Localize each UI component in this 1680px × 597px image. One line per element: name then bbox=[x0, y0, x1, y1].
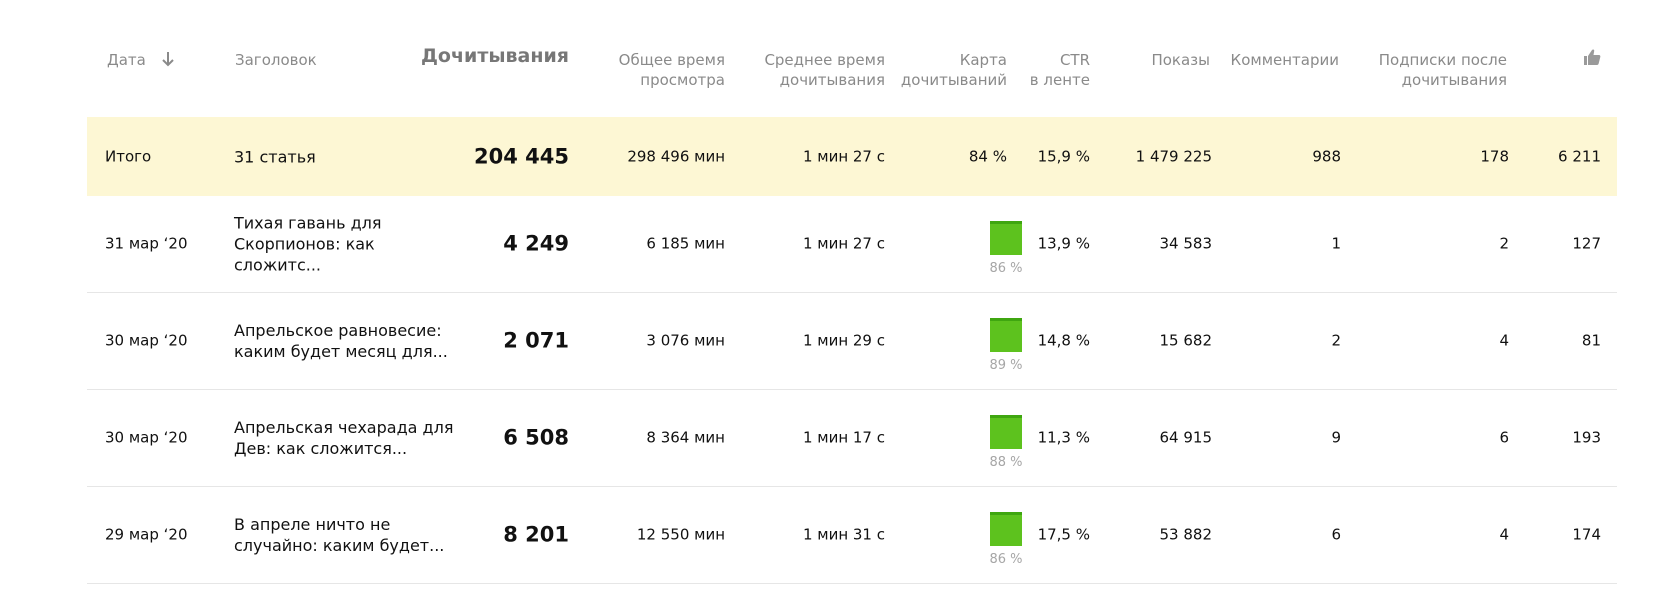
column-header-ctr-line1: CTR bbox=[1059, 51, 1090, 69]
read-map-chart[interactable]: 86 % bbox=[976, 512, 1036, 567]
table-row[interactable]: 30 мар ‘20 Апрельская чехарада для Дев: … bbox=[87, 390, 1617, 487]
total-reads: 204 445 bbox=[474, 144, 569, 168]
table-row[interactable]: 30 мар ‘20 Апрельское равновесие: каким … bbox=[87, 293, 1617, 390]
read-map-percent: 89 % bbox=[989, 358, 1023, 373]
column-header-impressions[interactable]: Показы bbox=[1151, 51, 1210, 69]
row-avg-time: 1 мин 31 с bbox=[802, 525, 885, 544]
row-likes: 81 bbox=[1581, 331, 1601, 350]
row-title-link[interactable]: Тихая гавань для Скорпионов: как сложитс… bbox=[234, 213, 382, 275]
row-ctr: 11,3 % bbox=[1037, 428, 1090, 447]
table-row[interactable]: 31 мар ‘20 Тихая гавань для Скорпионов: … bbox=[87, 196, 1617, 293]
total-subscriptions: 178 bbox=[1480, 147, 1509, 165]
column-header-subscriptions-line1: Подписки после bbox=[1378, 51, 1507, 69]
row-likes: 127 bbox=[1572, 234, 1601, 253]
total-label: Итого bbox=[105, 147, 152, 165]
read-map-bar bbox=[990, 318, 1022, 352]
total-avg-time: 1 мин 27 с bbox=[802, 147, 885, 165]
table-row[interactable]: 29 мар ‘20 В апреле ничто не случайно: к… bbox=[87, 487, 1617, 584]
read-map-percent: 86 % bbox=[989, 261, 1023, 276]
column-header-date[interactable]: Дата bbox=[107, 50, 175, 72]
row-subscriptions: 6 bbox=[1499, 428, 1509, 447]
row-total-time: 12 550 мин bbox=[636, 525, 725, 544]
column-header-total-time-line2: просмотра bbox=[640, 71, 725, 89]
read-map-chart[interactable]: 86 % bbox=[976, 221, 1036, 276]
column-header-ctr[interactable]: CTR в ленте bbox=[1030, 50, 1090, 90]
row-reads: 4 249 bbox=[503, 231, 569, 256]
arrow-down-icon bbox=[161, 51, 175, 72]
total-total-time: 298 496 мин bbox=[627, 147, 725, 165]
row-total-time: 3 076 мин bbox=[646, 331, 725, 350]
column-header-total-time-line1: Общее время bbox=[618, 51, 725, 69]
row-subscriptions: 4 bbox=[1499, 331, 1509, 350]
column-header-reads[interactable]: Дочитывания bbox=[420, 45, 569, 67]
row-impressions: 53 882 bbox=[1159, 525, 1213, 544]
row-title-link[interactable]: Апрельская чехарада для Дев: как сложитс… bbox=[234, 418, 454, 458]
column-header-ctr-line2: в ленте bbox=[1029, 71, 1090, 89]
row-avg-time: 1 мин 27 с bbox=[802, 234, 885, 253]
read-map-bar bbox=[990, 512, 1022, 546]
row-comments: 9 bbox=[1331, 428, 1341, 447]
row-title-link[interactable]: В апреле ничто не случайно: каким будет.… bbox=[234, 515, 445, 555]
row-total-time: 8 364 мин bbox=[646, 428, 725, 447]
total-comments: 988 bbox=[1312, 147, 1341, 165]
row-avg-time: 1 мин 17 с bbox=[802, 428, 885, 447]
column-header-total-time[interactable]: Общее время просмотра bbox=[619, 50, 725, 90]
row-avg-time: 1 мин 29 с bbox=[802, 331, 885, 350]
row-subscriptions: 4 bbox=[1499, 525, 1509, 544]
row-comments: 2 bbox=[1331, 331, 1341, 350]
row-impressions: 15 682 bbox=[1159, 331, 1213, 350]
row-ctr: 14,8 % bbox=[1037, 331, 1090, 350]
row-reads: 8 201 bbox=[503, 522, 569, 547]
row-date: 30 мар ‘20 bbox=[105, 331, 188, 350]
column-header-avg-time-line2: дочитывания bbox=[779, 71, 885, 89]
read-map-chart[interactable]: 88 % bbox=[976, 415, 1036, 470]
read-map-bar bbox=[990, 415, 1022, 449]
row-impressions: 34 583 bbox=[1159, 234, 1213, 253]
row-likes: 193 bbox=[1572, 428, 1601, 447]
total-ctr: 15,9 % bbox=[1037, 147, 1090, 165]
read-map-percent: 86 % bbox=[989, 552, 1023, 567]
row-ctr: 17,5 % bbox=[1037, 525, 1090, 544]
column-header-read-map[interactable]: Карта дочитываний bbox=[901, 50, 1007, 90]
total-title: 31 статья bbox=[234, 147, 316, 166]
row-comments: 6 bbox=[1331, 525, 1341, 544]
column-header-comments[interactable]: Комментарии bbox=[1230, 51, 1339, 69]
column-header-subscriptions[interactable]: Подписки после дочитывания bbox=[1379, 50, 1507, 90]
table-header: Дата Заголовок Дочитывания Общее время п… bbox=[87, 0, 1617, 117]
row-ctr: 13,9 % bbox=[1037, 234, 1090, 253]
column-header-read-map-line1: Карта bbox=[959, 51, 1007, 69]
thumbs-up-icon[interactable] bbox=[1583, 48, 1601, 70]
read-map-chart[interactable]: 89 % bbox=[976, 318, 1036, 373]
row-impressions: 64 915 bbox=[1159, 428, 1213, 447]
column-header-subscriptions-line2: дочитывания bbox=[1401, 71, 1507, 89]
read-map-bar bbox=[990, 221, 1022, 255]
row-reads: 2 071 bbox=[503, 328, 569, 353]
row-subscriptions: 2 bbox=[1499, 234, 1509, 253]
total-read-map: 84 % bbox=[968, 147, 1007, 165]
total-likes: 6 211 bbox=[1558, 147, 1601, 165]
row-comments: 1 bbox=[1331, 234, 1341, 253]
row-likes: 174 bbox=[1572, 525, 1601, 544]
row-total-time: 6 185 мин bbox=[646, 234, 725, 253]
column-header-avg-time[interactable]: Среднее время дочитывания bbox=[764, 50, 885, 90]
stats-table: Дата Заголовок Дочитывания Общее время п… bbox=[87, 0, 1617, 584]
column-header-read-map-line2: дочитываний bbox=[900, 71, 1007, 89]
column-header-date-label: Дата bbox=[107, 51, 146, 69]
row-date: 29 мар ‘20 bbox=[105, 525, 188, 544]
row-date: 31 мар ‘20 bbox=[105, 234, 188, 253]
column-header-title[interactable]: Заголовок bbox=[235, 51, 317, 69]
row-title-link[interactable]: Апрельское равновесие: каким будет месяц… bbox=[234, 321, 448, 361]
row-date: 30 мар ‘20 bbox=[105, 428, 188, 447]
total-impressions: 1 479 225 bbox=[1135, 147, 1212, 165]
column-header-avg-time-line1: Среднее время bbox=[764, 51, 885, 69]
read-map-percent: 88 % bbox=[989, 455, 1023, 470]
table-row-total: Итого 31 статья 204 445 298 496 мин 1 ми… bbox=[87, 117, 1617, 196]
row-reads: 6 508 bbox=[503, 425, 569, 450]
